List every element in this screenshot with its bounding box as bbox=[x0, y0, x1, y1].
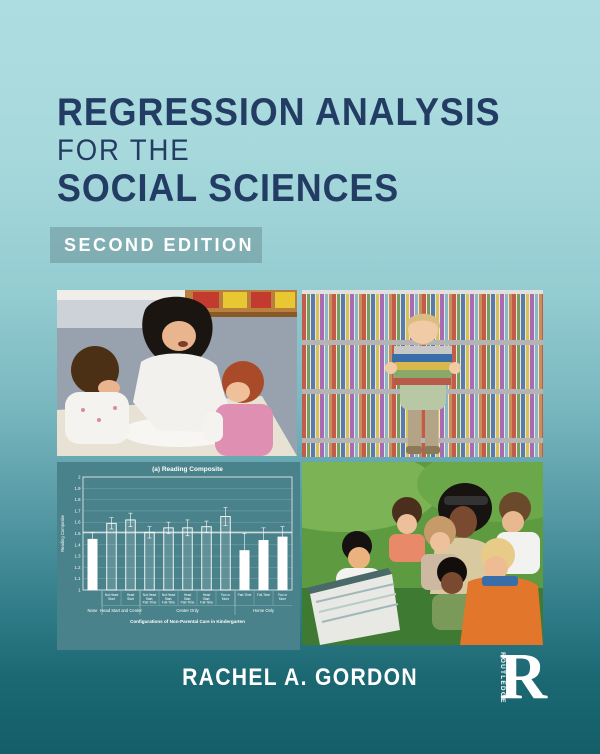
title-line-3: SOCIAL SCIENCES bbox=[57, 167, 400, 210]
svg-text:Reading Composite: Reading Composite bbox=[60, 514, 65, 551]
svg-text:1.9: 1.9 bbox=[75, 486, 82, 491]
photo-library-boy-with-books bbox=[302, 290, 543, 457]
svg-text:1.5: 1.5 bbox=[75, 531, 82, 536]
svg-text:Home Only: Home Only bbox=[253, 608, 275, 613]
svg-text:Head Start and Center: Head Start and Center bbox=[100, 608, 143, 613]
svg-text:1.3: 1.3 bbox=[75, 554, 82, 559]
open-book bbox=[306, 568, 400, 645]
title-line-1: REGRESSION ANALYSIS bbox=[57, 91, 501, 134]
svg-text:1.6: 1.6 bbox=[75, 520, 82, 525]
svg-text:1: 1 bbox=[78, 588, 81, 593]
svg-text:1.4: 1.4 bbox=[75, 542, 82, 547]
svg-text:Center Only: Center Only bbox=[176, 608, 199, 613]
svg-text:None: None bbox=[87, 608, 98, 613]
svg-text:(a) Reading Composite: (a) Reading Composite bbox=[152, 466, 223, 473]
reading-composite-chart: (a) Reading Composite 1 1.1 1.2 1.3 1.4 1.5 1.6… bbox=[60, 466, 293, 624]
routledge-r-icon: R bbox=[499, 640, 547, 713]
svg-text:1.1: 1.1 bbox=[75, 576, 82, 581]
publisher-logo-text: ROUTLEDGE bbox=[499, 652, 506, 704]
book-stack bbox=[392, 346, 452, 385]
svg-text:Part-Time: Part-Time bbox=[238, 593, 252, 597]
svg-text:1.8: 1.8 bbox=[75, 497, 82, 502]
boy-figure bbox=[385, 313, 461, 454]
edition-banner: SECOND EDITION bbox=[50, 227, 262, 263]
chart-cell: (a) Reading Composite 1 1.1 1.2 1.3 1.4 1.5 1.6… bbox=[57, 462, 300, 650]
child-right-figure bbox=[203, 361, 273, 456]
title-block: REGRESSION ANALYSIS FOR THE SOCIAL SCIEN… bbox=[57, 92, 539, 210]
svg-text:Configurations of Non-Parental: Configurations of Non-Parental Care in K… bbox=[130, 619, 245, 624]
title-line-2: FOR THE bbox=[57, 134, 191, 167]
author-name: RACHEL A. GORDON bbox=[182, 664, 418, 691]
child-left-figure bbox=[65, 346, 129, 444]
svg-text:1.2: 1.2 bbox=[75, 565, 82, 570]
photo-story-time-group bbox=[302, 462, 543, 645]
photo-classroom-teacher-with-children bbox=[57, 290, 297, 456]
author-row: RACHEL A. GORDON bbox=[0, 664, 600, 692]
svg-text:Full-Time: Full-Time bbox=[257, 593, 270, 597]
svg-text:2: 2 bbox=[78, 475, 81, 480]
svg-text:1.7: 1.7 bbox=[75, 508, 82, 513]
publisher-logo: ROUTLEDGE R bbox=[493, 640, 547, 720]
